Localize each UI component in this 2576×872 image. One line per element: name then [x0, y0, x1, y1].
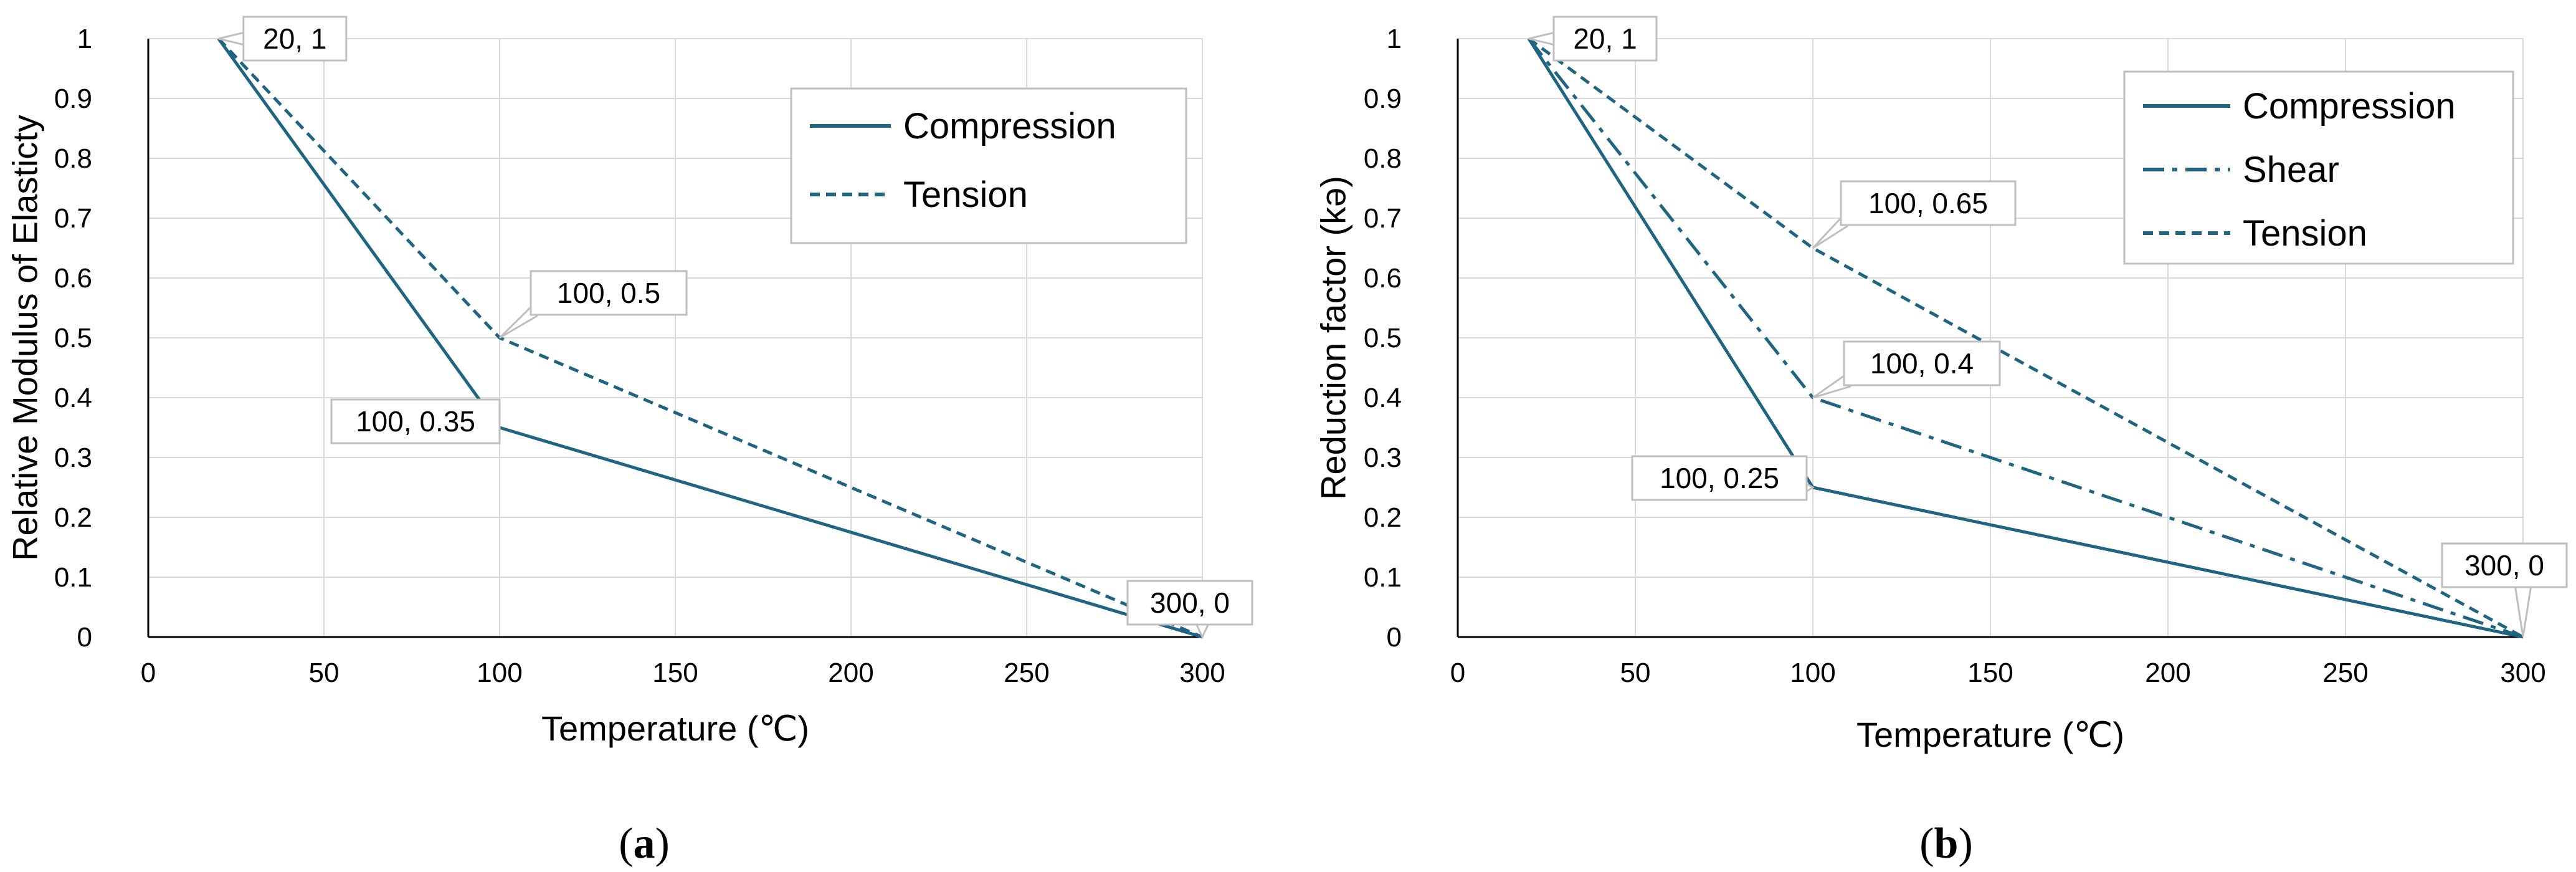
callout-box	[530, 270, 688, 316]
x-tick-label: 50	[309, 658, 340, 688]
y-tick-label: 0	[77, 622, 92, 653]
x-tick-label: 100	[477, 658, 522, 688]
chart-panel-b: 0 0.1 0.2 0.3 0.4 0.5 0.6 0.7 0.8 0.9 1 0 50 100 150 20…	[1314, 16, 2568, 868]
callout-box	[1843, 340, 2001, 386]
x-tick-label: 300	[1179, 658, 1225, 688]
x-axis-title: Temperature (℃)	[541, 709, 809, 748]
data-label-callout: 100, 0.65	[1812, 180, 2017, 249]
x-tick-label: 50	[1620, 658, 1651, 688]
panel-label-letter: a	[634, 820, 655, 868]
y-tick-label: 0.6	[54, 263, 92, 294]
y-tick-label: 0.9	[1364, 84, 1402, 114]
y-tick-label: 0.8	[1364, 143, 1402, 174]
y-tick-label: 0.1	[54, 562, 92, 593]
x-tick-label: 0	[1450, 658, 1465, 688]
panel-label-open: (	[619, 820, 633, 868]
y-tick-label: 0.6	[1364, 263, 1402, 294]
callout-box	[1126, 580, 1253, 626]
panel-label-close: )	[1958, 820, 1972, 868]
data-label-callout: 20, 1	[218, 16, 348, 62]
callout-box	[330, 398, 501, 444]
chart-legend: Compression Shear Tension	[2123, 70, 2514, 265]
chart-panel-a: 0 0.1 0.2 0.3 0.4 0.5 0.6 0.7 0.8 0.9 1 0 50 100 150 20…	[6, 16, 1253, 868]
y-axis-title: Reduction factor (kə)	[1314, 176, 1353, 500]
data-label-callout: 100, 0.35	[330, 398, 501, 444]
legend-label-tension: Tension	[903, 175, 1028, 215]
y-tick-label: 0.5	[54, 323, 92, 353]
x-tick-label: 150	[652, 658, 698, 688]
x-tick-label: 200	[2145, 658, 2190, 688]
callout-box	[1840, 180, 2017, 226]
x-tick-label: 100	[1790, 658, 1835, 688]
callout-label: 20, 1	[1573, 22, 1637, 55]
callout-label: 100, 0.4	[1870, 347, 1974, 380]
data-label-callout: 100, 0.4	[1812, 340, 2001, 399]
y-tick-label: 0.4	[54, 383, 92, 413]
callout-label: 20, 1	[263, 22, 326, 55]
callout-label: 100, 0.35	[356, 405, 475, 438]
y-tick-label: 0	[1387, 622, 1402, 653]
y-tick-label: 0.7	[54, 203, 92, 234]
y-tick-label: 0.2	[54, 502, 92, 533]
panel-label-close: )	[655, 820, 670, 868]
callout-label: 100, 0.25	[1660, 462, 1779, 494]
legend-label-compression: Compression	[2243, 86, 2456, 127]
x-tick-label: 250	[1004, 658, 1049, 688]
data-label-callout: 100, 0.5	[498, 270, 688, 339]
y-tick-label: 0.7	[1364, 203, 1402, 234]
panel-label: (b)	[1919, 820, 1973, 868]
panel-label-open: (	[1919, 820, 1934, 868]
x-tick-label: 300	[2500, 658, 2545, 688]
series-line-tension	[1528, 37, 2524, 639]
data-label-callout: 300, 0	[1126, 580, 1253, 640]
callout-box	[2441, 542, 2568, 588]
callout-box	[1552, 16, 1658, 62]
panel-label-letter: b	[1934, 820, 1959, 868]
panel-label: (a)	[619, 820, 670, 868]
y-tick-label: 0.9	[54, 84, 92, 114]
y-tick-label: 0.8	[54, 143, 92, 174]
chart-legend: Compression Tension	[790, 87, 1187, 244]
data-label-callout: 100, 0.25	[1631, 455, 1815, 501]
y-tick-label: 1	[77, 24, 92, 54]
callout-label: 100, 0.5	[557, 277, 660, 309]
x-tick-label: 150	[1967, 658, 2013, 688]
legend-label-shear: Shear	[2243, 150, 2339, 190]
data-label-callout: 20, 1	[1528, 16, 1658, 62]
x-tick-label: 0	[141, 658, 156, 688]
y-tick-label: 0.5	[1364, 323, 1402, 353]
y-tick-label: 0.3	[1364, 443, 1402, 473]
y-tick-label: 0.4	[1364, 383, 1402, 413]
callout-pointer	[2513, 580, 2533, 638]
callout-box	[1631, 455, 1808, 501]
y-tick-label: 0.1	[1364, 562, 1402, 593]
legend-frame	[790, 87, 1187, 244]
callout-box	[242, 16, 348, 62]
callout-label: 300, 0	[1150, 587, 1230, 619]
y-tick-label: 0.2	[1364, 502, 1402, 533]
x-axis-title: Temperature (℃)	[1856, 715, 2124, 754]
y-axis-title: Relative Modulus of Elasticty	[6, 115, 45, 561]
legend-label-tension: Tension	[2243, 213, 2367, 254]
y-tick-label: 1	[1387, 24, 1402, 54]
y-tick-label: 0.3	[54, 443, 92, 473]
callout-label: 300, 0	[2464, 549, 2544, 582]
x-tick-label: 200	[828, 658, 873, 688]
callout-label: 100, 0.65	[1868, 187, 1988, 219]
legend-label-compression: Compression	[903, 106, 1116, 146]
data-label-callout: 300, 0	[2441, 542, 2568, 638]
x-tick-label: 250	[2322, 658, 2368, 688]
